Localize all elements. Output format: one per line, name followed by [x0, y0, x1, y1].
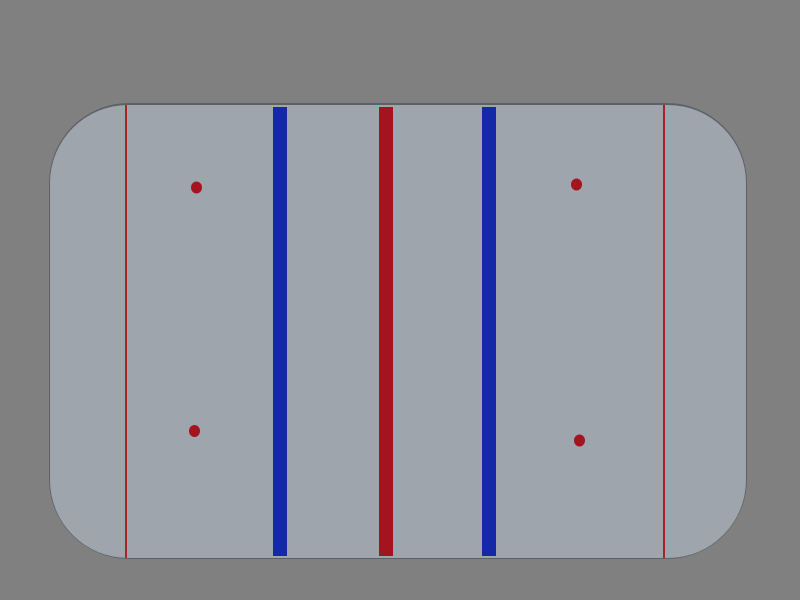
blue-line-left	[273, 107, 287, 556]
faceoff-dot-bottom-left	[189, 425, 200, 437]
faceoff-dot-bottom-right	[574, 434, 585, 447]
goal-line-right	[663, 105, 665, 558]
rink-markings	[125, 105, 665, 558]
faceoff-dot-top-left	[191, 181, 202, 194]
faceoff-dot-top-right	[571, 178, 582, 191]
ice-surface	[50, 105, 746, 558]
blue-line-right	[482, 107, 496, 556]
center-red-line	[379, 107, 393, 556]
goal-line-left	[125, 105, 127, 558]
